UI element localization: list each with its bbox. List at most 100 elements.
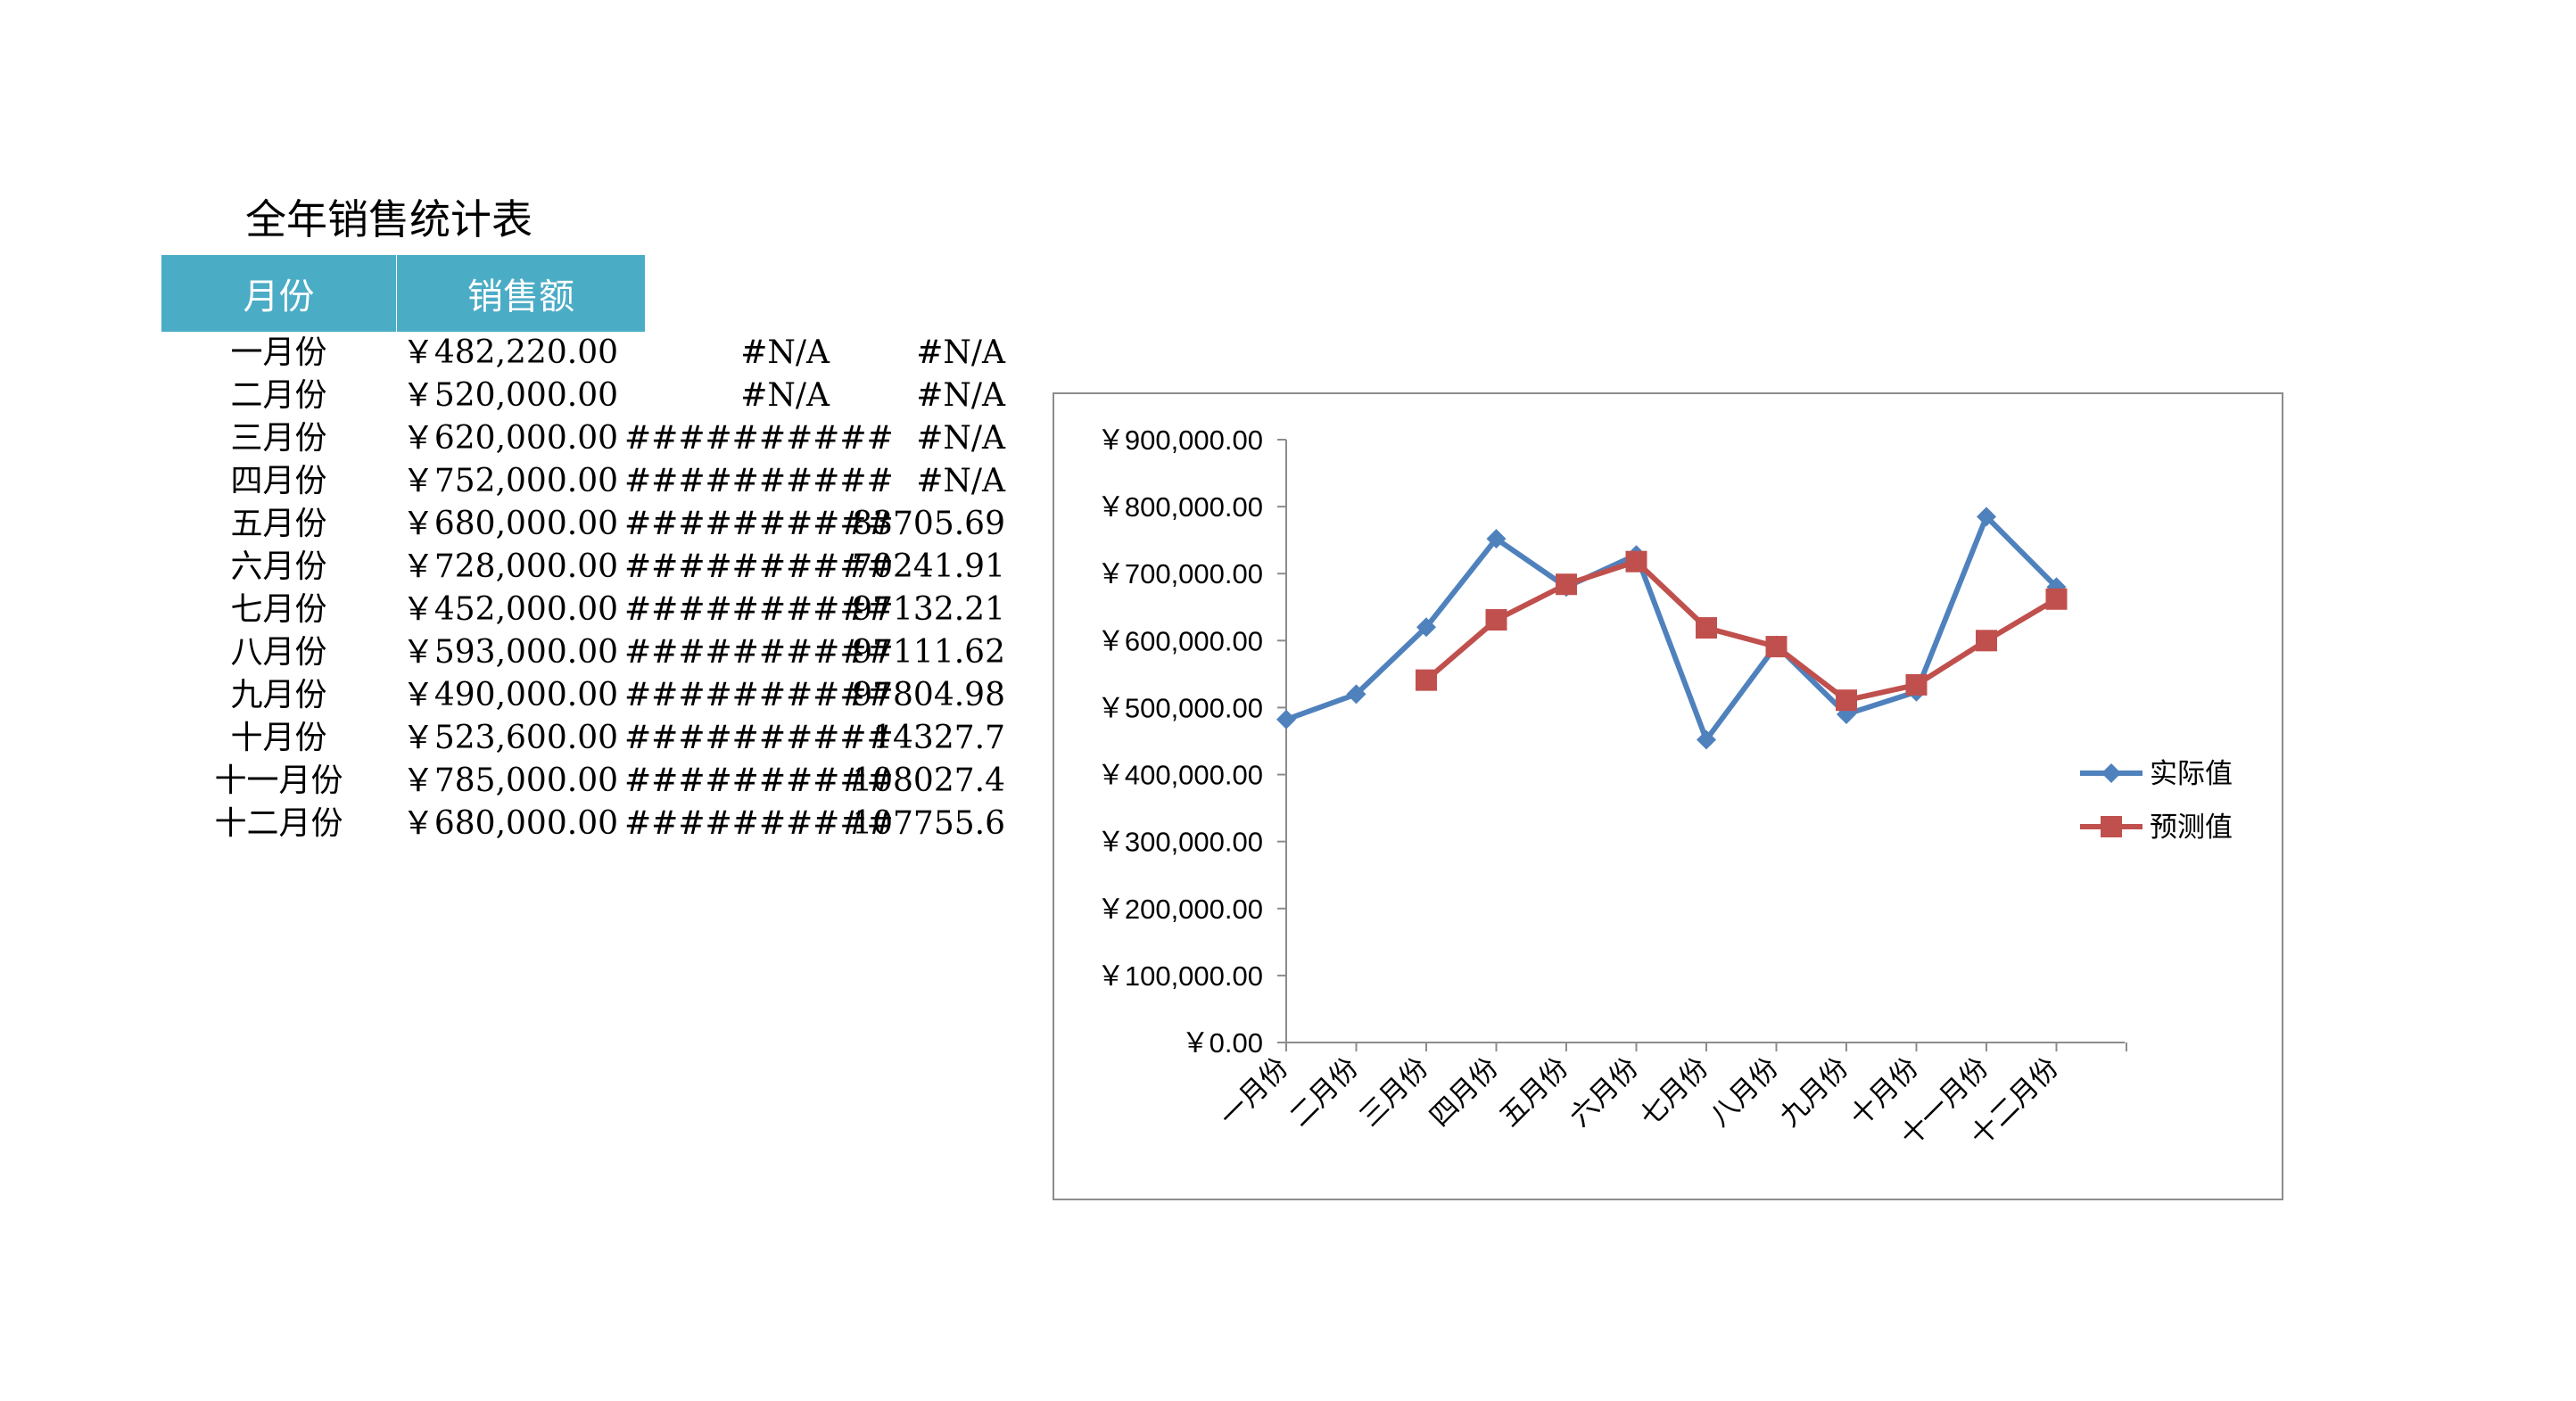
x-tick-label: 八月份 <box>1704 1051 1785 1133</box>
sales-cell[interactable]: ￥523,600.00 <box>401 720 618 756</box>
line-chart[interactable]: ￥0.00 ￥100,000.00 ￥200,000.00 ￥300,000.00 ￥4… <box>1054 394 2282 1199</box>
data-point-forecast[interactable] <box>1416 669 1437 691</box>
forecast-cell[interactable]: #N/A <box>916 377 1005 414</box>
month-cell[interactable]: 九月份 <box>230 677 327 713</box>
data-point-actual[interactable] <box>1416 617 1436 638</box>
header-month[interactable]: 月份 <box>161 255 396 332</box>
y-tick-label: ￥600,000.00 <box>1097 625 1263 656</box>
value-cell[interactable]: ########## <box>624 677 894 713</box>
forecast-cell[interactable]: 107755.6 <box>852 805 1005 842</box>
data-point-actual[interactable] <box>1346 684 1366 705</box>
sales-cell[interactable]: ￥520,000.00 <box>401 377 618 414</box>
data-point-forecast[interactable] <box>2045 588 2068 610</box>
table-row: 一月份 ￥482,220.00 #N/A #N/A <box>0 332 1070 375</box>
sales-cell[interactable]: ￥785,000.00 <box>401 762 618 799</box>
y-tick-label: ￥800,000.00 <box>1097 491 1263 523</box>
y-tick-label: ￥700,000.00 <box>1097 558 1263 589</box>
month-cell[interactable]: 一月份 <box>230 334 327 371</box>
value-cell[interactable]: ########## <box>624 634 894 671</box>
x-tick-label: 一月份 <box>1213 1051 1294 1133</box>
sales-cell[interactable]: ￥620,000.00 <box>401 420 618 457</box>
forecast-cell[interactable]: 108027.4 <box>852 762 1005 799</box>
y-tick-label: ￥100,000.00 <box>1097 960 1263 992</box>
forecast-cell[interactable]: #N/A <box>916 420 1005 457</box>
table-row: 十一月份 ￥785,000.00 ########## 108027.4 <box>0 760 1070 803</box>
value-cell[interactable]: ########## <box>624 506 894 542</box>
forecast-cell[interactable]: 97111.62 <box>852 634 1005 671</box>
value-cell[interactable]: ########## <box>624 463 894 499</box>
data-point-forecast[interactable] <box>1976 630 1997 652</box>
value-cell[interactable]: ########## <box>624 805 894 842</box>
table-row: 十月份 ￥523,600.00 ########## 14327.7 <box>0 717 1070 760</box>
table-row: 十二月份 ￥680,000.00 ########## 107755.6 <box>0 803 1070 845</box>
table-row: 三月份 ￥620,000.00 ########## #N/A <box>0 417 1070 460</box>
y-tick-label: ￥0.00 <box>1182 1027 1263 1059</box>
forecast-cell[interactable]: 97804.98 <box>852 677 1005 713</box>
y-tick-label: ￥900,000.00 <box>1097 424 1263 456</box>
value-cell[interactable]: ########## <box>624 591 894 628</box>
header-sales[interactable]: 销售额 <box>397 255 645 332</box>
value-cell[interactable]: ########## <box>624 420 894 457</box>
data-point-forecast[interactable] <box>1836 689 1857 712</box>
sales-cell[interactable]: ￥680,000.00 <box>401 805 618 842</box>
month-cell[interactable]: 十一月份 <box>214 762 343 799</box>
chart-area[interactable]: ￥0.00 ￥100,000.00 ￥200,000.00 ￥300,000.00 ￥4… <box>1053 392 2283 1200</box>
value-cell[interactable]: ########## <box>624 720 894 756</box>
legend-label[interactable]: 实际值 <box>2150 758 2233 789</box>
data-point-forecast[interactable] <box>1765 636 1788 658</box>
series-line-actual[interactable] <box>1284 514 2059 743</box>
sales-cell[interactable]: ￥482,220.00 <box>401 334 618 371</box>
table-title: 全年销售统计表 <box>245 195 533 243</box>
sales-cell[interactable]: ￥752,000.00 <box>401 463 618 499</box>
data-point-actual[interactable] <box>1697 729 1716 750</box>
data-point-forecast[interactable] <box>1556 573 1577 596</box>
sales-cell[interactable]: ￥490,000.00 <box>401 677 618 713</box>
data-point-forecast[interactable] <box>1485 609 1507 631</box>
data-point-forecast[interactable] <box>1625 550 1647 573</box>
table-row: 九月份 ￥490,000.00 ########## 97804.98 <box>0 674 1070 717</box>
value-cell[interactable]: ########## <box>624 762 894 799</box>
month-cell[interactable]: 三月份 <box>230 420 327 457</box>
forecast-cell[interactable]: 14327.7 <box>872 720 1005 756</box>
month-cell[interactable]: 十二月份 <box>214 805 343 842</box>
forecast-cell[interactable]: 83705.69 <box>852 506 1005 542</box>
table-row: 四月份 ￥752,000.00 ########## #N/A <box>0 460 1070 503</box>
data-point-actual[interactable] <box>1276 709 1296 729</box>
month-cell[interactable]: 八月份 <box>230 634 327 671</box>
month-cell[interactable]: 二月份 <box>230 377 327 414</box>
x-tick-label: 五月份 <box>1493 1051 1574 1133</box>
forecast-cell[interactable]: 70241.91 <box>852 548 1005 585</box>
x-tick-label: 二月份 <box>1284 1051 1365 1133</box>
x-tick-label: 四月份 <box>1424 1051 1505 1133</box>
forecast-cell[interactable]: #N/A <box>916 334 1005 371</box>
forecast-cell[interactable]: #N/A <box>916 463 1005 499</box>
data-point-actual[interactable] <box>1486 529 1507 549</box>
x-tick-label: 六月份 <box>1564 1051 1645 1133</box>
value-cell[interactable]: #N/A <box>740 377 830 414</box>
data-point-forecast[interactable] <box>1696 617 1717 639</box>
legend-marker <box>2101 763 2121 783</box>
forecast-cell[interactable]: 97132.21 <box>852 591 1005 628</box>
table-row: 二月份 ￥520,000.00 #N/A #N/A <box>0 375 1070 417</box>
month-cell[interactable]: 四月份 <box>230 463 327 499</box>
sales-cell[interactable]: ￥452,000.00 <box>401 591 618 628</box>
series-line-forecast[interactable] <box>1424 558 2059 704</box>
month-cell[interactable]: 七月份 <box>230 591 327 628</box>
data-point-actual[interactable] <box>1977 507 1996 527</box>
y-tick-label: ￥200,000.00 <box>1097 894 1263 925</box>
data-point-forecast[interactable] <box>1905 673 1928 696</box>
table-row: 八月份 ￥593,000.00 ########## 97111.62 <box>0 631 1070 674</box>
month-cell[interactable]: 六月份 <box>230 548 327 585</box>
y-tick-label: ￥500,000.00 <box>1097 692 1263 723</box>
sales-cell[interactable]: ￥593,000.00 <box>401 634 618 671</box>
value-cell[interactable]: ########## <box>624 548 894 585</box>
month-cell[interactable]: 五月份 <box>230 506 327 542</box>
value-cell[interactable]: #N/A <box>740 334 830 371</box>
sales-cell[interactable]: ￥728,000.00 <box>401 548 618 585</box>
table-row: 七月份 ￥452,000.00 ########## 97132.21 <box>0 589 1070 631</box>
month-cell[interactable]: 十月份 <box>230 720 327 756</box>
table-row: 五月份 ￥680,000.00 ########## 83705.69 <box>0 503 1070 546</box>
y-tick-label: ￥400,000.00 <box>1097 760 1263 791</box>
legend-label[interactable]: 预测值 <box>2150 812 2233 843</box>
sales-cell[interactable]: ￥680,000.00 <box>401 506 618 542</box>
